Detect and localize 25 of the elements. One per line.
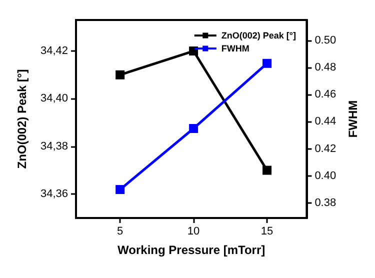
y2-tick-label: 0.38 (314, 197, 336, 210)
y2-tick-label: 0.44 (314, 116, 336, 128)
legend-label: ZnO(002) Peak [°] (221, 30, 296, 40)
point (189, 46, 198, 56)
y-tick-label: 34,42 (40, 45, 68, 58)
y2-tick-label: 0.40 (314, 170, 336, 182)
y2-tick-label: 0.42 (314, 142, 336, 155)
y-tick-label: 34,38 (40, 140, 68, 152)
y-tick-label: 34,36 (40, 188, 68, 200)
point (116, 70, 125, 80)
y-tick-label: 34,40 (40, 92, 68, 105)
legend-label: FWHM (221, 44, 250, 54)
y2-tick-label: 0.46 (314, 88, 336, 101)
y2-axis-title: FWHM (346, 100, 360, 138)
x-tick-label: 15 (260, 226, 274, 238)
point (262, 166, 272, 175)
point (262, 58, 272, 68)
point (189, 124, 198, 133)
y-axis-title: ZnO(002) Peak [°] (15, 69, 29, 169)
x-tick-label: 5 (117, 226, 124, 238)
point (116, 185, 125, 194)
y2-tick-label: 0.48 (314, 61, 336, 74)
x-tick-label: 10 (187, 226, 200, 238)
x-axis-title: Working Pressure [mTorr] (118, 243, 266, 257)
y2-tick-label: 0.50 (314, 34, 336, 46)
